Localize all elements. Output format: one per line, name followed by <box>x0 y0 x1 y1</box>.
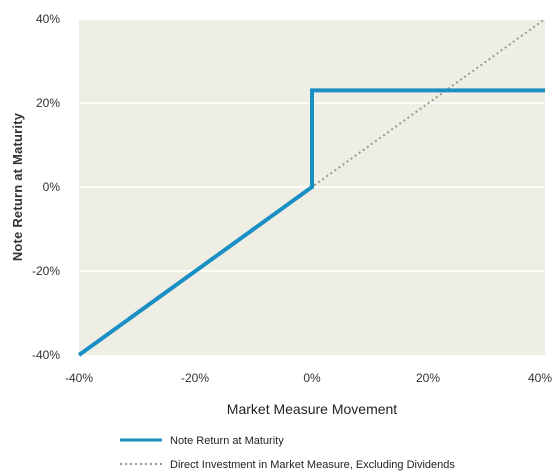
y-axis-title: Note Return at Maturity <box>10 112 25 261</box>
x-axis-title: Market Measure Movement <box>227 401 398 417</box>
x-tick-label: 0% <box>303 371 321 385</box>
x-tick-label: -40% <box>65 371 93 385</box>
y-tick-label: 20% <box>36 96 60 110</box>
legend-label-direct-investment: Direct Investment in Market Measure, Exc… <box>170 459 455 471</box>
legend-label-note-return: Note Return at Maturity <box>170 435 284 447</box>
y-tick-labels: 40% 20% 0% -20% -40% <box>32 12 60 362</box>
y-tick-label: 40% <box>36 12 60 26</box>
x-tick-labels: -40% -20% 0% 20% 40% <box>65 371 552 385</box>
x-tick-label: 20% <box>416 371 440 385</box>
x-tick-label: 40% <box>528 371 552 385</box>
y-tick-label: 0% <box>43 180 61 194</box>
legend: Note Return at Maturity Direct Investmen… <box>120 435 455 471</box>
y-tick-label: -20% <box>32 264 60 278</box>
x-tick-label: -20% <box>181 371 209 385</box>
series-line-note-return <box>77 88 545 357</box>
series-layer <box>77 18 546 357</box>
y-tick-label: -40% <box>32 348 60 362</box>
